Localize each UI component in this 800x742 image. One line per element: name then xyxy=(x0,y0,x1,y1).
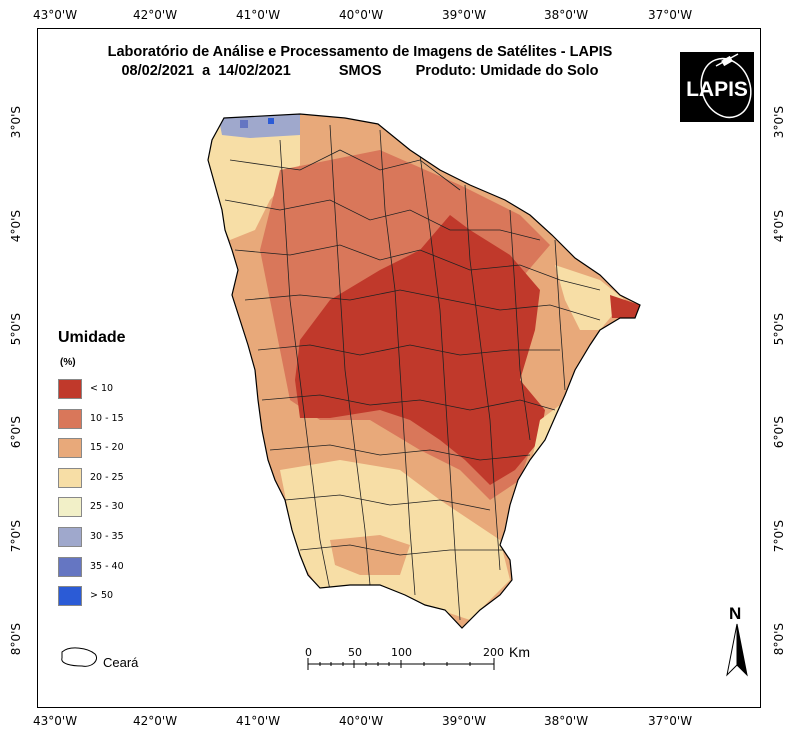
longitude-label-top: 43°0'W xyxy=(33,8,78,22)
legend-swatch xyxy=(58,438,82,459)
title-date-range: 08/02/2021 a 14/02/2021 xyxy=(121,63,291,79)
municipal-boundaries xyxy=(224,124,601,621)
legend-label: 25 - 30 xyxy=(90,501,124,513)
nw-35-40-pixel xyxy=(240,120,248,128)
legend-label: > 50 xyxy=(90,590,114,602)
legend-label: 35 - 40 xyxy=(90,560,124,572)
legend-swatch xyxy=(58,556,82,577)
satellite-orbit-icon xyxy=(700,53,752,119)
legend-label: 30 - 35 xyxy=(90,531,124,542)
logo-text: LAPIS xyxy=(686,78,748,101)
title-sensor: SMOS xyxy=(338,63,382,79)
scale-number: 100 xyxy=(391,646,412,659)
legend-swatch xyxy=(58,408,82,429)
legend-swatch xyxy=(58,379,82,399)
scale-number: 50 xyxy=(348,646,362,659)
longitude-label-bottom: 40°0'W xyxy=(339,714,384,728)
east-tip-lt10-zone xyxy=(610,295,640,318)
longitude-label-top: 40°0'W xyxy=(339,8,384,22)
legend-swatch xyxy=(58,497,82,518)
longitude-label-top: 38°0'W xyxy=(544,8,589,22)
legend-title: Umidade xyxy=(58,329,126,346)
legend-swatch xyxy=(58,586,82,607)
central-lt10-zone xyxy=(295,215,545,485)
longitude-label-bottom: 38°0'W xyxy=(544,714,589,728)
legend-unit: (%) xyxy=(60,357,76,368)
ceara-legend-symbol xyxy=(61,647,97,667)
east-20-25-zone xyxy=(555,265,625,330)
map-title: Laboratório de Análise e Processamento d… xyxy=(40,43,680,81)
title-line-2: 08/02/2021 a 14/02/2021 SMOS Produto: Um… xyxy=(40,62,680,81)
title-line-1: Laboratório de Análise e Processamento d… xyxy=(107,44,613,60)
legend-swatch xyxy=(58,467,82,488)
scale-number: 200 xyxy=(483,646,504,659)
title-product: Produto: Umidade do Solo xyxy=(415,63,599,79)
legend-label: < 10 xyxy=(90,383,114,394)
longitude-label-top: 41°0'W xyxy=(236,8,281,22)
longitude-label-bottom: 43°0'W xyxy=(33,714,78,728)
north-letter: N xyxy=(729,604,742,623)
legend-label: 10 - 15 xyxy=(90,412,124,424)
longitude-label-top: 42°0'W xyxy=(133,8,178,22)
longitude-label-bottom: 41°0'W xyxy=(236,714,281,728)
scale-bar xyxy=(307,658,495,670)
legend-swatch xyxy=(58,527,82,547)
ceara-legend-label: Ceará xyxy=(103,655,139,670)
nw-20-25-zone xyxy=(208,120,300,240)
lapis-logo: LAPIS xyxy=(680,52,754,122)
longitude-label-top: 39°0'W xyxy=(442,8,487,22)
legend-label: 20 - 25 xyxy=(90,471,124,483)
map-frame xyxy=(37,28,761,708)
north-arrow-icon xyxy=(726,623,748,677)
longitude-label-bottom: 39°0'W xyxy=(442,714,487,728)
nw-gt50-pixel xyxy=(268,118,274,124)
longitude-label-top: 37°0'W xyxy=(648,8,693,22)
longitude-label-bottom: 37°0'W xyxy=(648,714,693,728)
longitude-label-bottom: 42°0'W xyxy=(133,714,178,728)
scale-number: 0 xyxy=(305,646,312,659)
legend-label: 15 - 20 xyxy=(90,442,124,454)
moisture-raster xyxy=(208,114,640,628)
scale-unit: Km xyxy=(509,644,530,660)
